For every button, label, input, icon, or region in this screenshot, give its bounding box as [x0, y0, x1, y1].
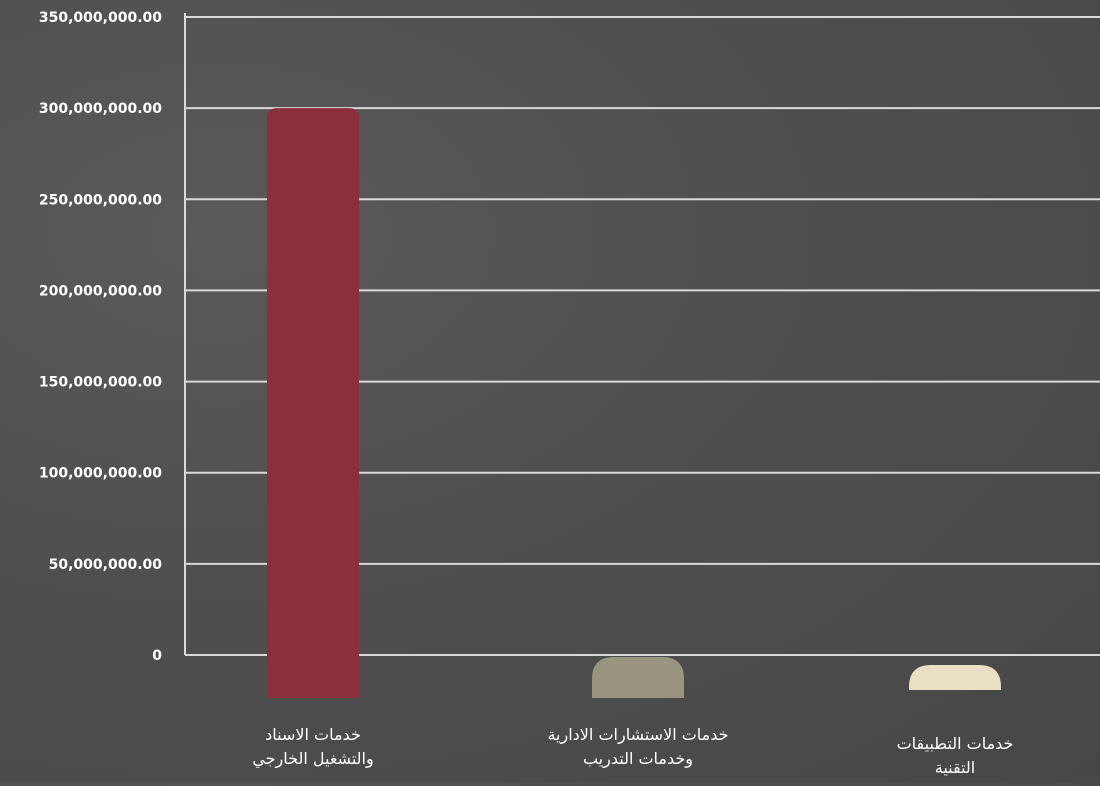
x-category-label: التقنية — [935, 758, 975, 777]
y-tick-label: 150,000,000.00 — [39, 375, 162, 391]
bar — [909, 665, 1001, 690]
y-tick-label: 0 — [152, 648, 162, 664]
y-tick-label: 50,000,000.00 — [49, 557, 163, 573]
y-tick-label: 350,000,000.00 — [39, 10, 162, 26]
x-category-label: والتشغيل الخارجي — [252, 749, 373, 769]
x-category-label: خدمات الاسناد — [265, 725, 361, 744]
x-category-label: خدمات التطبيقات — [897, 734, 1014, 753]
y-tick-label: 300,000,000.00 — [39, 101, 162, 117]
bar — [592, 657, 684, 698]
y-tick-label: 100,000,000.00 — [39, 466, 162, 482]
x-category-label: خدمات الاستشارات الادارية — [547, 725, 728, 745]
y-tick-label: 250,000,000.00 — [39, 192, 162, 208]
x-category-label: وخدمات التدريب — [583, 749, 693, 769]
bar — [267, 108, 359, 698]
y-tick-label: 200,000,000.00 — [39, 283, 162, 299]
